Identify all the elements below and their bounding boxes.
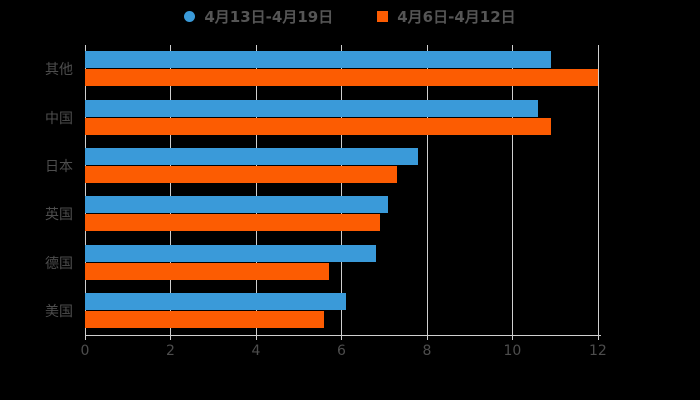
gridline <box>341 45 343 335</box>
y-axis-label-日本: 日本 <box>45 158 73 175</box>
x-tick-label: 10 <box>503 343 522 359</box>
bar-其他-series-2[interactable] <box>85 69 598 87</box>
chart-legend: 4月13日-4月19日 4月6日-4月12日 <box>0 4 700 28</box>
gridline <box>170 45 172 335</box>
bar-美国-series-2[interactable] <box>85 310 325 328</box>
bar-中国-series-2[interactable] <box>85 117 551 135</box>
legend-label-series-2: 4月6日-4月12日 <box>397 7 516 26</box>
bar-英国-series-2[interactable] <box>85 214 380 232</box>
gridline <box>512 45 514 335</box>
bar-日本-series-1[interactable] <box>85 147 419 165</box>
legend-label-series-1: 4月13日-4月19日 <box>204 7 334 26</box>
gridline <box>426 45 428 335</box>
x-axis-line <box>85 335 601 336</box>
tick-mark <box>426 335 428 340</box>
y-axis-labels: 其他中国日本英国德国美国 <box>0 45 85 335</box>
gridline <box>597 45 599 335</box>
y-axis-line <box>85 45 86 335</box>
y-axis-label-中国: 中国 <box>45 110 73 127</box>
bar-英国-series-1[interactable] <box>85 196 389 214</box>
circle-marker-icon <box>184 10 196 22</box>
gridline <box>255 45 257 335</box>
tick-mark <box>341 335 343 340</box>
y-axis-label-英国: 英国 <box>45 207 73 224</box>
y-axis-label-德国: 德国 <box>45 255 73 272</box>
tick-mark <box>512 335 514 340</box>
plot-area: 0 2 4 6 8 10 12 <box>81 45 607 359</box>
tick-mark <box>597 335 599 340</box>
bar-美国-series-1[interactable] <box>85 292 346 310</box>
bar-其他-series-1[interactable] <box>85 51 551 69</box>
legend-entry-series-1[interactable]: 4月13日-4月19日 <box>184 6 333 27</box>
bar-德国-series-1[interactable] <box>85 244 376 262</box>
x-tick-label: 12 <box>588 343 607 359</box>
y-axis-label-美国: 美国 <box>45 303 73 320</box>
legend-entry-series-2[interactable]: 4月6日-4月12日 <box>377 6 516 27</box>
bar-德国-series-2[interactable] <box>85 262 329 280</box>
tick-mark <box>170 335 172 340</box>
tick-mark <box>85 335 86 340</box>
y-axis-label-其他: 其他 <box>45 62 73 79</box>
bar-日本-series-2[interactable] <box>85 165 397 183</box>
x-tick-label: 6 <box>336 343 346 359</box>
tick-mark <box>255 335 257 340</box>
x-tick-label: 0 <box>80 343 90 359</box>
x-tick-label: 8 <box>422 343 432 359</box>
x-tick-label: 4 <box>251 343 261 359</box>
bar-中国-series-1[interactable] <box>85 99 539 117</box>
square-marker-icon <box>377 10 389 22</box>
x-tick-label: 2 <box>166 343 175 359</box>
